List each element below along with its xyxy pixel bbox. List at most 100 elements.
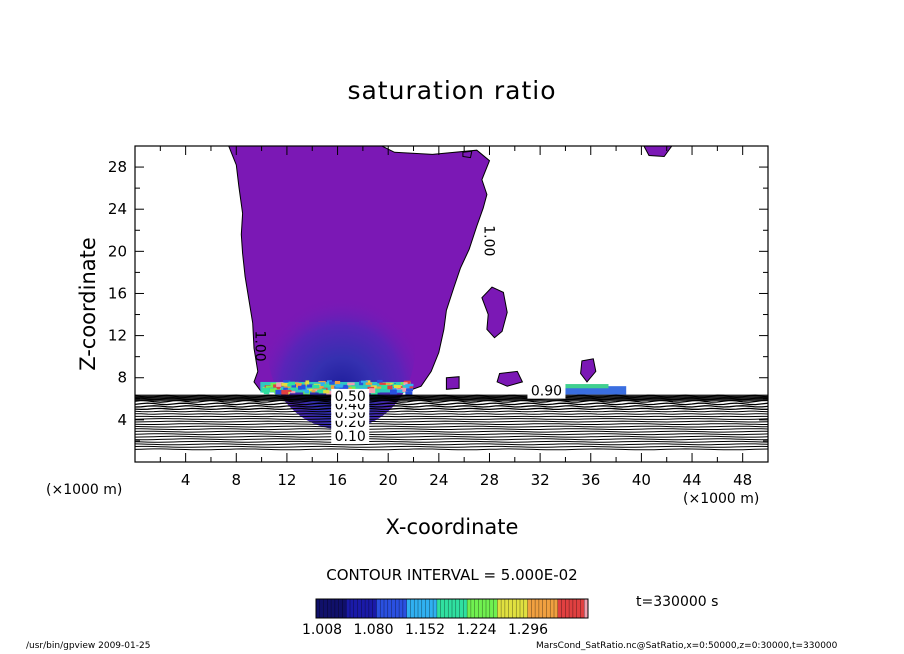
saturation-cell	[323, 390, 330, 394]
saturation-cell	[298, 385, 302, 390]
saturation-cell	[379, 382, 386, 385]
x-tick-label: 44	[682, 471, 701, 489]
saturation-cell	[283, 387, 288, 390]
contour-label: 0.10	[335, 429, 366, 445]
colorbar-cell	[486, 599, 491, 618]
colorbar-cell	[380, 599, 385, 618]
saturation-cell	[377, 386, 384, 389]
colorbar-cell	[327, 599, 332, 618]
saturation-cell	[275, 389, 283, 395]
saturation-cell	[389, 389, 398, 395]
colorbar-cell	[406, 599, 411, 618]
colorbar-tick-label: 1.296	[507, 622, 549, 638]
patch-x26top	[462, 150, 473, 159]
colorbar-cell	[319, 599, 324, 618]
colorbar-cell	[572, 599, 577, 618]
colorbar-cell	[323, 599, 328, 618]
y-tick-label: 8	[117, 369, 127, 387]
saturation-cell	[407, 386, 414, 390]
colorbar-cell	[444, 599, 449, 618]
saturation-cell	[407, 383, 414, 387]
x-tick-label: 16	[328, 471, 347, 489]
colorbar-cell	[342, 599, 347, 618]
y-tick-label: 24	[108, 200, 127, 218]
contour-line	[135, 443, 768, 446]
saturation-cell	[311, 390, 316, 393]
colorbar-cell	[331, 599, 336, 618]
saturation-cell	[384, 382, 391, 385]
colorbar-cell	[512, 599, 517, 618]
y-tick-label: 28	[108, 158, 127, 176]
saturation-cell	[296, 383, 302, 388]
colorbar-cell	[372, 599, 377, 618]
saturation-cell	[373, 389, 380, 393]
colorbar-cell	[516, 599, 521, 618]
colorbar-cell	[523, 599, 528, 618]
contour-interval: CONTOUR INTERVAL = 5.000E-02	[326, 566, 578, 584]
colorbar-cell	[425, 599, 430, 618]
x-axis-label: X-coordinate	[385, 515, 519, 539]
saturation-cell	[281, 383, 290, 386]
contour-1-00-plume	[228, 146, 491, 391]
contour-line	[135, 418, 768, 420]
colorbar-cell	[334, 599, 339, 618]
saturation-cell	[377, 379, 383, 384]
contour-line	[135, 445, 768, 448]
saturation-cell	[307, 384, 314, 388]
footer-program: /usr/bin/gpview 2009-01-25	[26, 641, 151, 651]
contour-label: 0.90	[531, 384, 562, 400]
patch-x35	[580, 358, 597, 383]
colorbar-cell	[338, 599, 343, 618]
contour-label-bg	[527, 383, 566, 399]
colorbar-cell	[433, 599, 438, 618]
patch-x25	[445, 376, 460, 390]
colorbar-cell	[508, 599, 513, 618]
saturation-cell	[400, 382, 404, 385]
colorbar-cell	[535, 599, 540, 618]
colorbar-cell	[414, 599, 419, 618]
saturation-cell	[405, 384, 410, 390]
colorbar-cell	[455, 599, 460, 618]
colorbar-cell	[470, 599, 475, 618]
colorbar-cell	[584, 599, 589, 618]
x-tick-label: 36	[581, 471, 600, 489]
saturation-cell	[305, 380, 310, 385]
colorbar-cell	[531, 599, 536, 618]
time-label: t=330000 s	[636, 594, 719, 610]
saturation-cell	[282, 380, 291, 383]
saturation-cell	[403, 382, 408, 386]
colorbar-cell	[482, 599, 487, 618]
saturation-cell	[294, 382, 299, 387]
saturation-cell	[347, 382, 355, 386]
saturation-cell	[381, 384, 389, 390]
saturation-cell	[304, 389, 309, 394]
saturation-cell	[406, 388, 413, 392]
colorbar-cell	[497, 599, 502, 618]
x-tick-label: 12	[277, 471, 296, 489]
saturation-cell	[306, 388, 313, 392]
saturation-cell	[401, 387, 408, 393]
y-tick-label: 20	[108, 242, 127, 260]
colorbar-cell	[557, 599, 562, 618]
contour-line	[135, 420, 768, 423]
colorbar-cell	[478, 599, 483, 618]
colorbar-cell	[580, 599, 585, 618]
contour-line	[135, 407, 768, 411]
saturation-cell	[393, 385, 401, 389]
cloud-base-band-east-core	[552, 384, 609, 389]
patch-x36top	[643, 146, 673, 158]
colorbar-cell	[410, 599, 415, 618]
colorbar-tick-label: 1.080	[353, 622, 394, 638]
saturation-cell	[343, 384, 349, 390]
saturation-cell	[323, 384, 329, 387]
contour-line	[135, 410, 768, 413]
contour-line	[135, 430, 768, 433]
x-axis-unit: (×1000 m)	[683, 491, 760, 507]
saturation-cell	[276, 386, 281, 390]
colorbar-cell	[361, 599, 366, 618]
saturation-cell	[330, 385, 335, 390]
saturation-cell	[276, 382, 282, 387]
colorbar-cell	[489, 599, 494, 618]
colorbar-cell	[474, 599, 479, 618]
